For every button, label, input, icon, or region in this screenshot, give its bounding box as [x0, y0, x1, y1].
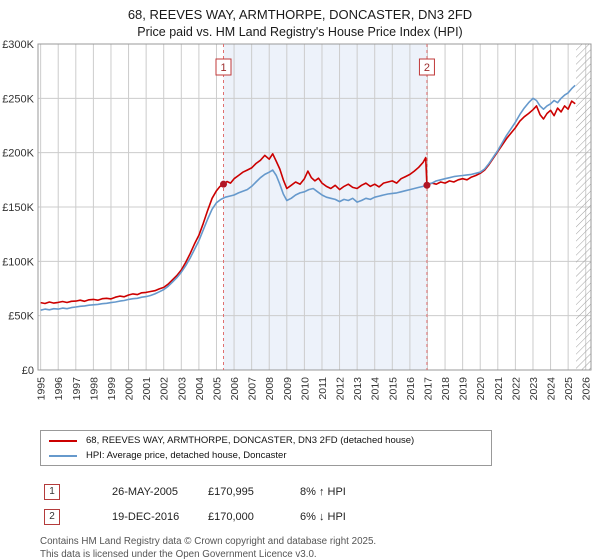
sale-1-hpi-change: 8% ↑ HPI: [300, 485, 346, 498]
svg-text:2013: 2013: [352, 377, 364, 401]
svg-text:2008: 2008: [264, 377, 276, 401]
svg-text:1998: 1998: [88, 377, 100, 401]
sale-dot-2: [423, 181, 431, 189]
sale-flag-2: [418, 58, 435, 76]
sale-row-2: 2 19-DEC-2016 £170,000 6% ↓ HPI: [44, 504, 600, 529]
sale-1-price: £170,995: [208, 485, 254, 498]
svg-text:2003: 2003: [176, 377, 188, 401]
price-history-chart: 1 2 £0 £50K £100K £150K £200K £250K £300K 1995 199…: [2, 39, 593, 401]
svg-text:2020: 2020: [475, 377, 487, 401]
svg-text:2014: 2014: [370, 377, 382, 401]
svg-text:2: 2: [424, 62, 430, 74]
sale-2-hpi-change: 6% ↓ HPI: [300, 510, 346, 523]
svg-text:2007: 2007: [247, 377, 259, 401]
sale-2-date: 19-DEC-2016: [112, 510, 180, 523]
svg-text:1996: 1996: [53, 377, 65, 401]
licence-line: This data is licensed under the Open Gov…: [40, 548, 317, 560]
svg-text:2018: 2018: [440, 377, 452, 401]
legend-item-hpi: HPI: Average price, detached house, Donc…: [49, 450, 483, 461]
sale-flag-1: [215, 58, 232, 76]
svg-text:2023: 2023: [528, 377, 540, 401]
sale-2-price: £170,000: [208, 510, 254, 523]
svg-text:2005: 2005: [211, 377, 223, 401]
svg-text:£150K: £150K: [2, 202, 34, 214]
sale-dot-1: [220, 180, 228, 188]
svg-text:2012: 2012: [335, 377, 347, 401]
svg-text:£250K: £250K: [2, 93, 34, 105]
chart-title: 68, REEVES WAY, ARMTHORPE, DONCASTER, DN…: [127, 7, 473, 22]
svg-text:£200K: £200K: [2, 148, 34, 160]
sale-row-1: 1 26-MAY-2005 £170,995 8% ↑ HPI: [44, 479, 600, 504]
sale-1-marker: 1: [44, 483, 60, 500]
svg-text:1997: 1997: [71, 377, 83, 401]
legend-label-hpi: HPI: Average price, detached house, Donc…: [86, 450, 287, 461]
chart-legend: 68, REEVES WAY, ARMTHORPE, DONCASTER, DN…: [40, 430, 492, 466]
svg-text:2004: 2004: [194, 377, 206, 401]
svg-text:£100K: £100K: [2, 256, 34, 268]
svg-text:2024: 2024: [546, 377, 558, 401]
svg-text:2006: 2006: [229, 377, 241, 401]
future-hatch-region: [576, 44, 591, 370]
svg-text:2021: 2021: [493, 377, 505, 401]
svg-text:2025: 2025: [563, 377, 575, 401]
legend-item-property: 68, REEVES WAY, ARMTHORPE, DONCASTER, DN…: [49, 435, 483, 446]
svg-text:2002: 2002: [159, 377, 171, 401]
svg-text:2026: 2026: [581, 377, 593, 401]
hpi-line-swatch: [49, 454, 77, 457]
svg-text:2019: 2019: [458, 377, 470, 401]
svg-text:2016: 2016: [405, 377, 417, 401]
svg-text:2011: 2011: [317, 377, 329, 400]
svg-text:1995: 1995: [36, 377, 48, 401]
legend-label-property: 68, REEVES WAY, ARMTHORPE, DONCASTER, DN…: [86, 435, 415, 446]
svg-text:£300K: £300K: [2, 39, 34, 51]
property-line-swatch: [49, 439, 77, 442]
svg-text:1999: 1999: [106, 377, 118, 401]
copyright-line: Contains HM Land Registry data © Crown c…: [40, 536, 377, 547]
svg-text:£0: £0: [22, 365, 34, 377]
svg-text:2010: 2010: [299, 377, 311, 401]
svg-text:2001: 2001: [141, 377, 153, 401]
hpi-line: [40, 84, 576, 311]
svg-text:1: 1: [220, 62, 226, 74]
svg-text:2009: 2009: [282, 377, 294, 401]
sale-2-marker: 2: [44, 508, 60, 525]
chart-header: 68, REEVES WAY, ARMTHORPE, DONCASTER, DN…: [0, 0, 600, 39]
svg-text:£50K: £50K: [8, 311, 34, 323]
svg-text:2022: 2022: [510, 377, 522, 401]
svg-text:2017: 2017: [422, 377, 434, 401]
svg-text:2015: 2015: [387, 377, 399, 401]
sale-1-date: 26-MAY-2005: [112, 485, 179, 498]
license-note: Contains HM Land Registry data © Crown c…: [40, 536, 600, 560]
chart-subtitle: Price paid vs. HM Land Registry's House …: [137, 25, 463, 39]
sales-table: 1 26-MAY-2005 £170,995 8% ↑ HPI 2 19-DEC…: [44, 479, 600, 529]
svg-text:2000: 2000: [124, 377, 136, 401]
